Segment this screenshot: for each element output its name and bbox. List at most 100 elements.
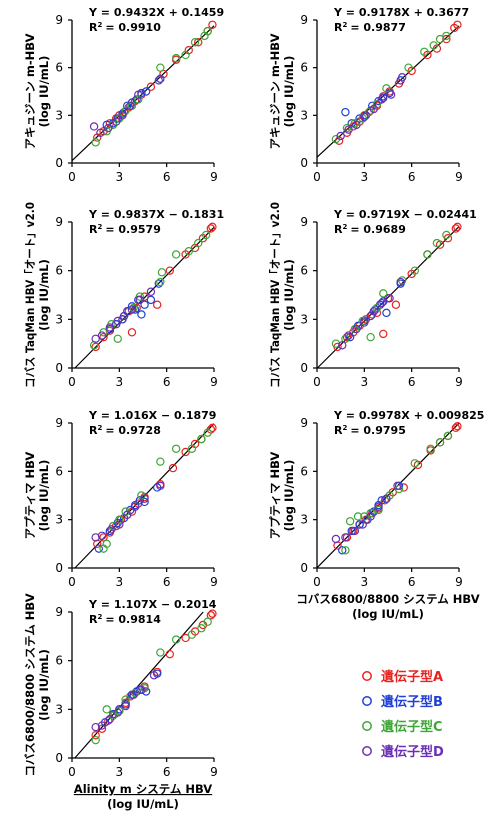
x-tick-label: 3 [361,575,369,589]
data-point [107,525,116,534]
y-tick-label: 9 [55,215,63,229]
data-point [99,533,108,542]
data-point [156,74,165,83]
y-tick-label: 9 [55,605,63,619]
x-tick-label: 9 [210,170,218,184]
data-point [358,316,367,326]
scatter-panel-top-left: 0 3 6 9 0 3 6 9 Y = 0.9432X + 0.1459 R2 = 0.9910 アキ… [23,6,224,184]
y-axis-label: コバス6800/8800 システム HBV [23,593,37,776]
data-point [360,318,369,327]
x-tick-label: 0 [313,170,321,184]
data-point [135,295,145,305]
data-point [127,328,137,337]
data-point [342,123,352,133]
data-point [203,26,212,36]
y-axis-unit: (log IU/mL) [37,649,51,721]
data-point [130,305,140,314]
data-point [432,238,442,248]
data-point [156,481,165,491]
data-point [140,497,149,507]
legend-label: 遺伝子型D [380,744,444,760]
data-point [140,494,149,503]
x-tick-label: 3 [116,375,124,389]
y-tick-label: 9 [300,416,308,430]
data-point [423,250,432,259]
data-point [380,496,390,505]
x-axis-unit: (log IU/mL) [352,607,424,621]
data-point [181,633,190,643]
y-tick-label: 9 [55,416,63,430]
data-point [382,494,391,503]
data-point [105,714,115,724]
data-point [208,609,217,618]
series-genotype-D [89,76,163,138]
data-point [374,502,383,511]
regression-equation: Y = 0.9837X − 0.1831 [88,208,224,221]
data-point [355,520,364,529]
data-point [141,87,151,96]
data-point [111,117,121,126]
data-point [152,300,162,309]
data-point [453,222,462,232]
data-point [393,481,402,491]
data-point [184,246,193,256]
data-point [105,323,115,332]
x-tick-label: 0 [68,375,76,389]
data-point [360,512,369,521]
series-genotype-D [331,481,402,544]
y-axis-label: アプティマ HBV [23,452,37,540]
data-point [341,107,350,117]
data-point [197,624,206,633]
data-point [442,31,451,41]
data-point [352,324,361,334]
data-point [338,546,347,555]
regression-equation: Y = 0.9178X + 0.3677 [333,6,469,19]
scatter-panel-lower-left: 0 3 6 9 0 3 6 9 Y = 1.016X − 0.1879 R2 = 0.9728 アプテ… [23,409,218,589]
superscript-2: 2 [342,424,347,432]
data-point [360,112,369,122]
y-axis-label: アキュジーン m-HBV [23,33,37,149]
data-point [379,329,388,339]
data-point [171,53,181,63]
data-point [358,114,367,123]
y-tick-label: 6 [300,61,308,75]
legend-item-genotype-C: 遺伝子型C [362,719,443,735]
y-tick-label: 3 [55,108,63,122]
y-axis-unit: (log IU/mL) [37,56,51,128]
data-point [197,434,206,444]
data-point [342,332,352,342]
data-point [91,731,100,740]
y-axis-label: コバス TaqMan HBV「オート」v2.0 [23,202,37,388]
data-point [341,533,350,542]
data-point [127,305,137,314]
data-point [345,517,355,526]
y-axis-unit: (log IU/mL) [37,259,51,331]
x-tick-label: 6 [408,170,416,184]
legend-item-genotype-D: 遺伝子型D [362,744,444,760]
x-tick-label: 0 [68,575,76,589]
y-tick-label: 0 [55,561,63,575]
data-point [366,512,375,521]
data-point [353,512,363,521]
data-point [336,131,345,141]
data-point [341,546,350,555]
y-tick-label: 6 [55,464,63,478]
data-point [187,444,197,453]
data-point [119,311,129,321]
y-tick-label: 6 [300,264,308,278]
x-tick-label: 3 [116,575,124,589]
superscript-2: 2 [97,424,102,432]
y-tick-label: 9 [55,13,63,27]
data-point [203,617,212,626]
data-point [382,84,391,93]
x-axis-label: コバス6800/8800 システム HBV [296,592,479,606]
series-genotype-D [336,72,407,141]
data-point [386,90,396,99]
x-tick-label: 3 [361,170,369,184]
data-point [130,688,140,698]
data-point [344,331,353,340]
data-point [377,298,386,308]
data-point [379,289,388,298]
data-point [379,93,388,103]
regression-equation: Y = 0.9978X + 0.009825 [333,409,484,422]
